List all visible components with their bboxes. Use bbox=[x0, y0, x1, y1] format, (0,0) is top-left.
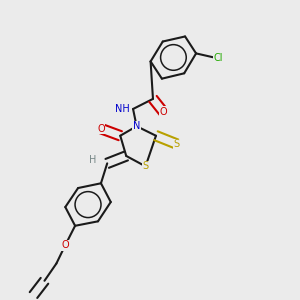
Text: Cl: Cl bbox=[214, 53, 223, 64]
Text: N: N bbox=[133, 121, 140, 131]
Text: NH: NH bbox=[115, 104, 130, 114]
Text: S: S bbox=[174, 139, 180, 149]
Text: H: H bbox=[89, 154, 97, 164]
Text: O: O bbox=[160, 107, 167, 117]
Text: O: O bbox=[97, 124, 105, 134]
Text: S: S bbox=[142, 161, 148, 171]
Text: O: O bbox=[61, 240, 69, 250]
